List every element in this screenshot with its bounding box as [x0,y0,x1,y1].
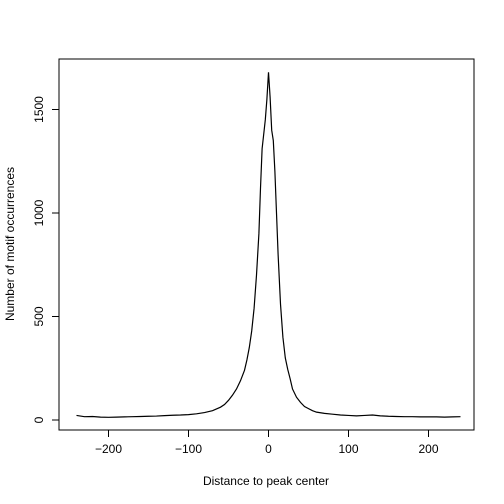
x-tick-label: −100 [175,442,202,456]
x-tick-label: 0 [265,442,272,456]
x-tick-label: 200 [418,442,438,456]
plot-frame [58,58,475,431]
y-axis: 0 500 1000 1500 [32,96,60,423]
x-axis: −200 −100 0 100 200 [95,429,439,456]
x-tick-label: −200 [95,442,122,456]
y-tick-label: 0 [32,416,46,423]
series-line [76,72,461,418]
y-axis-label: Number of motif occurrences [3,167,17,321]
y-tick-label: 1500 [32,96,46,123]
y-tick-label: 500 [32,306,46,326]
x-tick-label: 100 [338,442,358,456]
x-axis-label: Distance to peak center [203,474,329,488]
y-tick-label: 1000 [32,199,46,226]
